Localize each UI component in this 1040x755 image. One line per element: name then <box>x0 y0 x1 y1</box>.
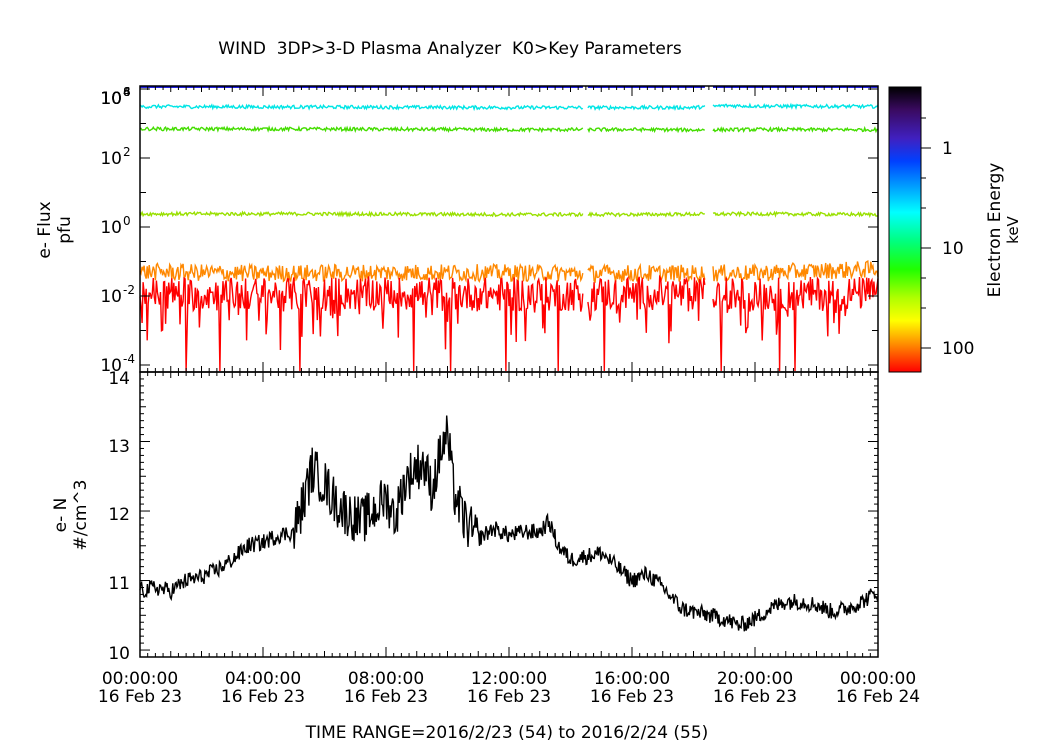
flux-ytick-exponent: 0 <box>123 214 131 228</box>
flux-ytick-exponent: 2 <box>123 145 131 159</box>
density-ylabel-line2: #/cm^3 <box>71 480 91 551</box>
flux-ytick-label: 10 <box>100 218 122 238</box>
flux-ytick-label: 10 <box>100 287 122 307</box>
xtick-time-6: 00:00:00 <box>840 669 916 689</box>
colorbar-ticks <box>921 117 931 349</box>
flux-ytick-label: 10 <box>100 149 122 169</box>
density-series-line <box>139 415 879 632</box>
xtick-date-6: 16 Feb 24 <box>836 687 920 707</box>
density-ytick-label-12: 12 <box>108 505 130 525</box>
xtick-time-1: 04:00:00 <box>225 669 301 689</box>
flux-ytick-label: 10 <box>100 89 122 109</box>
xtick-date-5: 16 Feb 23 <box>713 687 797 707</box>
xtick-date-1: 16 Feb 23 <box>221 687 305 707</box>
xtick-date-3: 16 Feb 23 <box>467 687 551 707</box>
flux-series-group <box>139 86 879 372</box>
density-ytick-label-14: 14 <box>108 369 130 389</box>
flux-ytick-label: 10 <box>100 356 122 376</box>
time-axis-labels: 00:00:00 04:00:00 08:00:00 12:00:00 16:0… <box>98 669 920 707</box>
flux-ylabel-line1: e- Flux <box>35 201 55 258</box>
colorbar-label-line1: Electron Energy <box>985 163 1005 298</box>
density-ytick-label-10: 10 <box>108 644 130 664</box>
colorbar-label-line2: keV <box>1004 215 1022 243</box>
flux-ytick-label: 10 <box>100 89 122 109</box>
colorbar-tick-label-10: 10 <box>942 239 964 259</box>
flux-ytick-label: 10 <box>100 89 122 109</box>
colorbar-tick-label-100: 100 <box>942 339 974 359</box>
density-axis-ticks <box>139 371 879 657</box>
plot-title: WIND 3DP>3-D Plasma Analyzer K0>Key Para… <box>218 39 682 59</box>
flux-ytick-exponent: 4 <box>123 85 131 99</box>
density-series-group <box>139 415 879 632</box>
density-ytick-label-11: 11 <box>108 574 130 594</box>
density-ytick-label-13: 13 <box>108 437 130 457</box>
flux-ytick-exponent: -2 <box>123 283 135 297</box>
flux-series-line-2 <box>139 102 879 112</box>
colorbar-tick-label-1: 1 <box>942 139 953 159</box>
flux-series-line-5 <box>139 259 879 284</box>
energy-colorbar: 1 10 100 Electron Energy keV <box>888 86 1022 373</box>
colorbar-gradient <box>888 86 922 373</box>
flux-ylabel-line2: pfu <box>55 216 75 244</box>
xtick-time-2: 08:00:00 <box>348 669 424 689</box>
xtick-time-5: 20:00:00 <box>717 669 793 689</box>
xtick-date-4: 16 Feb 23 <box>590 687 674 707</box>
xtick-time-3: 12:00:00 <box>471 669 547 689</box>
flux-series-line-4 <box>139 210 879 219</box>
flux-ytick-exponent: 8 <box>123 85 131 99</box>
xtick-time-0: 00:00:00 <box>102 669 178 689</box>
xtick-time-4: 16:00:00 <box>594 669 670 689</box>
density-panel: 10 11 12 13 14 e- N #/cm^3 <box>51 369 879 664</box>
xtick-date-0: 16 Feb 23 <box>98 687 182 707</box>
density-ylabel-line1: e- N <box>51 498 71 533</box>
flux-series-line-3 <box>139 125 879 134</box>
xtick-date-2: 16 Feb 23 <box>344 687 428 707</box>
time-range-footer: TIME RANGE=2016/2/23 (54) to 2016/2/24 (… <box>305 723 709 743</box>
flux-series-line-6 <box>139 274 879 372</box>
flux-ytick-exponent: 6 <box>123 85 131 99</box>
flux-ytick-exponent: -4 <box>123 352 135 366</box>
